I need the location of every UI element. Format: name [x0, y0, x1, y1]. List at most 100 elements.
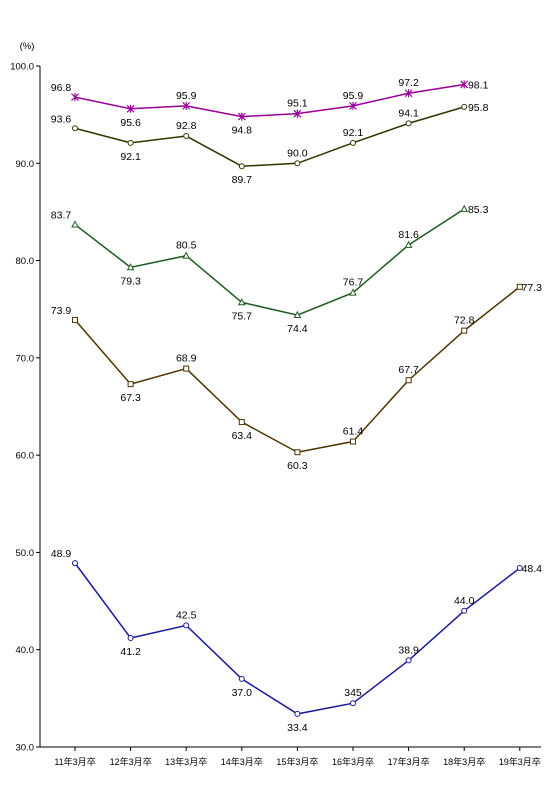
data-label: 73.9 [51, 305, 72, 317]
data-label: 68.9 [176, 353, 197, 365]
data-label: 74.4 [287, 323, 308, 335]
data-label: 92.1 [120, 151, 141, 163]
data-point-marker [293, 109, 302, 118]
data-point-marker [238, 163, 245, 170]
data-point-marker [293, 310, 302, 318]
data-label: 345 [344, 687, 362, 699]
data-label: 41.2 [120, 646, 141, 658]
data-label: 42.5 [176, 609, 197, 621]
data-point-marker [461, 103, 468, 110]
data-point-marker [127, 635, 134, 642]
data-label: 60.3 [287, 460, 308, 472]
data-label: 67.7 [398, 364, 419, 376]
y-tick-label: 70.0 [16, 353, 35, 364]
data-label: 97.2 [398, 77, 419, 89]
data-point-marker [404, 89, 413, 98]
data-point-marker [237, 112, 246, 121]
data-label: 72.8 [454, 315, 475, 327]
data-point-marker [294, 449, 301, 456]
data-label: 95.9 [343, 90, 364, 102]
data-point-marker [461, 327, 468, 334]
x-tick-label: 11年3月卒 [54, 756, 95, 767]
series-line [74, 106, 465, 167]
data-point-marker [127, 381, 134, 388]
data-label: 85.3 [468, 204, 489, 216]
data-label: 80.5 [176, 240, 197, 252]
data-point-marker [72, 316, 78, 323]
data-label: 33.4 [287, 722, 308, 734]
data-label: 76.7 [343, 277, 364, 289]
data-label: 90.0 [287, 147, 308, 159]
data-point-marker [405, 120, 412, 127]
series-group: 96.8 95.6 95.9 94.8 95.1 95.9 97.2 98.1 93.6 92.1… [51, 77, 542, 734]
x-axis-ticks: 11年3月卒 12年3月卒 13年3月卒 14年3月卒 15年3月卒 16年3月卒 17年3… [54, 747, 541, 767]
data-label: 81.6 [398, 229, 419, 241]
y-tick-label: 90.0 [16, 159, 35, 170]
data-label: 37.0 [232, 687, 253, 699]
y-tick-label: 30.0 [16, 743, 35, 754]
data-label: 48.9 [51, 548, 72, 560]
data-label: 67.3 [120, 392, 141, 404]
data-point-marker [405, 377, 412, 384]
data-point-marker [127, 139, 134, 146]
data-point-marker [183, 133, 190, 140]
y-tick-label: 80.0 [16, 256, 35, 267]
data-label: 38.9 [398, 644, 419, 656]
data-point-marker [349, 288, 357, 296]
y-tick-label: 100.0 [10, 62, 34, 73]
data-label: 44.0 [454, 595, 475, 607]
data-point-marker [460, 204, 469, 212]
data-label: 95.6 [120, 117, 141, 129]
x-tick-label: 12年3月卒 [110, 756, 152, 767]
data-label: 92.8 [176, 120, 197, 132]
data-point-marker [404, 240, 413, 248]
data-point-marker [71, 93, 79, 102]
series-3: 83.7 79.3 80.5 75.7 74.4 76.7 81.6 85.3 [51, 204, 489, 335]
data-label: 96.8 [51, 82, 72, 94]
data-label: 92.1 [343, 127, 364, 139]
data-point-marker [238, 675, 245, 682]
data-point-marker [516, 283, 523, 290]
data-point-marker [405, 657, 412, 664]
data-label: 61.4 [343, 426, 364, 438]
series-5: 48.9 41.2 42.5 37.0 33.4 345 38.9 44.0 48.4 [51, 548, 542, 734]
data-label: 75.7 [232, 310, 253, 322]
data-point-marker [461, 607, 468, 614]
data-point-marker [294, 160, 301, 167]
data-label: 95.1 [287, 98, 308, 110]
data-point-marker [350, 438, 356, 445]
y-tick-label: 60.0 [16, 451, 35, 462]
data-point-marker [516, 564, 523, 571]
data-point-marker [72, 560, 78, 567]
series-2: 93.6 92.1 92.8 89.7 90.0 92.1 94.1 95.8 [51, 102, 489, 186]
axes [39, 66, 541, 748]
data-point-marker [350, 139, 356, 146]
x-tick-label: 19年3月卒 [499, 756, 541, 767]
data-point-marker [126, 263, 135, 271]
data-label: 98.1 [468, 79, 489, 91]
data-point-marker [183, 622, 190, 629]
series-1: 96.8 95.6 95.9 94.8 95.1 95.9 97.2 98.1 [51, 77, 489, 136]
data-label: 89.7 [232, 174, 253, 186]
data-label: 63.4 [232, 430, 253, 442]
data-point-marker [350, 700, 356, 707]
data-label: 93.6 [51, 113, 72, 125]
data-point-marker [237, 298, 246, 306]
y-tick-label: 50.0 [16, 548, 35, 559]
data-point-marker [294, 710, 301, 717]
data-label: 83.7 [51, 210, 72, 222]
x-tick-label: 13年3月卒 [165, 756, 207, 767]
x-tick-label: 16年3月卒 [332, 756, 374, 767]
data-label: 48.4 [522, 563, 543, 575]
data-point-marker [238, 419, 245, 426]
data-point-marker [460, 80, 469, 89]
data-label: 79.3 [120, 275, 141, 287]
y-axis-unit-label: (%) [20, 41, 35, 52]
data-point-marker [126, 104, 135, 113]
data-label: 94.1 [398, 107, 419, 119]
data-label: 95.9 [176, 90, 197, 102]
series-line [74, 83, 465, 118]
data-point-marker [183, 365, 190, 372]
